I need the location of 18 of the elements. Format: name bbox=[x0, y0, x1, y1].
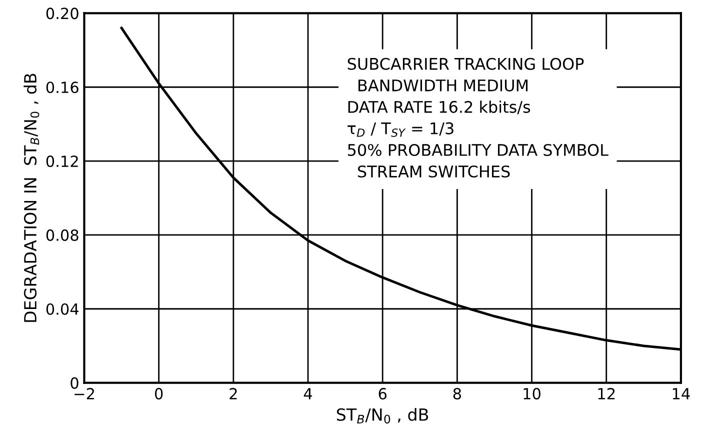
x-tick-label: 0 bbox=[154, 388, 163, 400]
x-tick-label: 14 bbox=[672, 388, 690, 400]
text: SUBCARRIER TRACKING LOOP BANDWIDTH MEDIUM DATA RATE 16.2 kbits/s τ$_{D}$ / T$_{SY}$ = 1/3 50% PROBABILITY DATA SYMBOL STREAM SWITCHES bbox=[348, 58, 608, 178]
x-tick-label: 2 bbox=[230, 388, 237, 400]
y-tick-label: 0.08 bbox=[46, 229, 78, 241]
x-axis-title: ST$_{B}$/N$_{0}$ , dB bbox=[336, 408, 428, 424]
x-tick-label: 4 bbox=[304, 388, 312, 400]
y-axis-title: DEGRADATION IN ST$_{B}$/N$_{0}$ , dB bbox=[24, 74, 40, 322]
y-tick-label: 0.12 bbox=[46, 156, 78, 168]
x-tick-label: −2 bbox=[74, 388, 94, 400]
x-tick-label: 12 bbox=[598, 388, 615, 400]
x-tick-label: 8 bbox=[453, 388, 461, 400]
y-tick-label: 0.04 bbox=[46, 303, 79, 315]
x-tick-label: 6 bbox=[378, 388, 386, 400]
y-tick-label: 0.16 bbox=[46, 82, 78, 94]
y-tick-label: 0 bbox=[70, 377, 78, 389]
y-tick-label: 0.20 bbox=[46, 8, 78, 20]
x-tick-label: 10 bbox=[524, 388, 540, 400]
